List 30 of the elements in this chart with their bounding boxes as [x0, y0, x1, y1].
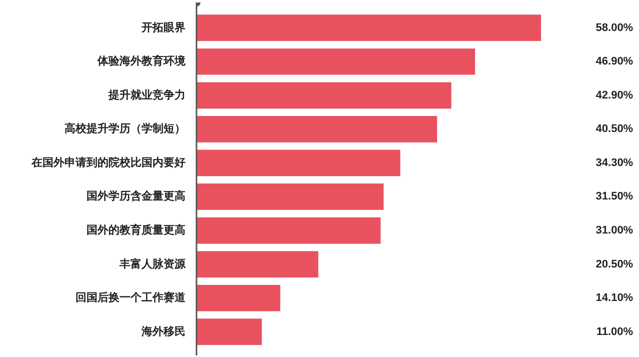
data-label: 42.90%: [596, 89, 634, 102]
data-label: 14.10%: [596, 292, 634, 304]
bar: [196, 251, 318, 278]
y-tick-label: 国外的教育质量更高: [86, 224, 186, 237]
bar: [196, 48, 476, 75]
y-tick-label: 国外学历含金量更高: [86, 190, 186, 203]
bar: [196, 284, 280, 312]
data-label: 11.00%: [596, 326, 634, 338]
bar: [196, 14, 542, 42]
y-tick-label: 在国外申请到的院校比国内要好: [30, 156, 186, 169]
y-tick-label: 回国后换一个工作赛道: [76, 291, 186, 304]
y-tick-label: 丰富人脉资源: [118, 257, 186, 270]
data-label: 34.30%: [596, 156, 634, 169]
y-tick-label: 开拓眼界: [140, 20, 186, 34]
data-label: 40.50%: [596, 123, 634, 136]
y-tick-label: 提升就业竞争力: [108, 88, 186, 102]
bar: [196, 150, 400, 176]
y-tick-label: 体验海外教育环境: [96, 54, 186, 68]
bar: [196, 217, 381, 244]
data-label: 46.90%: [596, 56, 634, 68]
data-label: 31.00%: [596, 224, 634, 237]
bar: [196, 318, 262, 346]
y-tick-label: 海外移民: [140, 324, 186, 338]
bar: [196, 82, 452, 109]
data-label: 20.50%: [596, 258, 634, 270]
y-tick-label: 高校提升学历（学制短）: [64, 122, 186, 136]
data-label: 31.50%: [596, 190, 634, 203]
bar: [196, 184, 384, 210]
data-label: 58.00%: [596, 22, 634, 34]
bar: [196, 116, 438, 142]
